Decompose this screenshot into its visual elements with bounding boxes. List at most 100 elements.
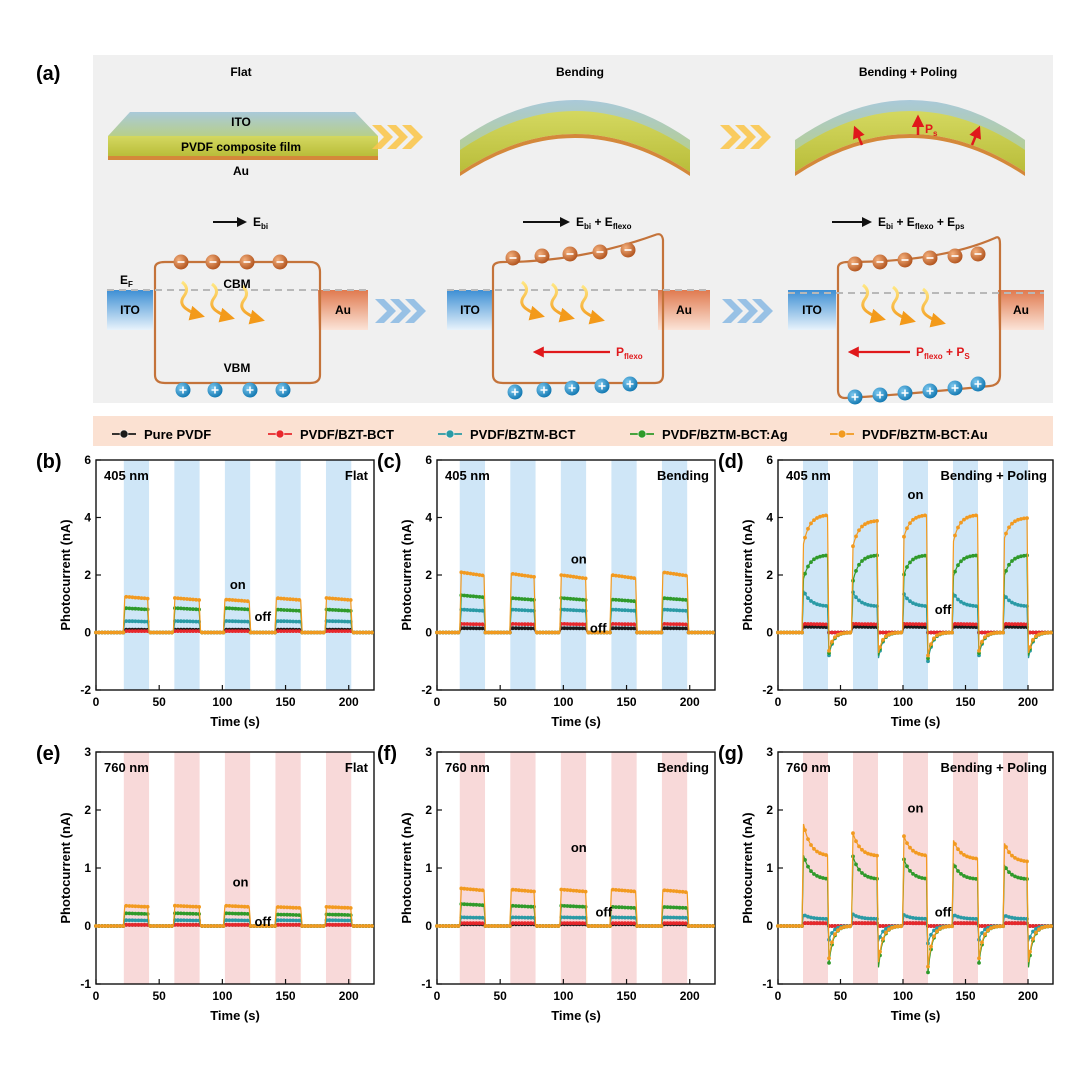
data-point	[574, 622, 579, 627]
illumination-band-3	[953, 460, 978, 690]
data-point	[447, 630, 451, 635]
data-point	[711, 924, 715, 928]
data-point	[586, 924, 591, 928]
data-point	[1034, 924, 1038, 928]
data-point	[680, 573, 685, 577]
data-point	[285, 619, 289, 624]
data-point	[336, 912, 341, 917]
data-point	[333, 629, 338, 633]
data-point	[459, 886, 464, 891]
data-point	[956, 622, 960, 626]
light-wave	[861, 283, 886, 324]
data-point	[279, 607, 283, 612]
data-point	[794, 630, 798, 635]
data-point	[791, 924, 795, 928]
data-point	[878, 630, 882, 635]
data-point	[465, 902, 470, 907]
data-point	[959, 872, 963, 876]
x-tick-label: 50	[494, 695, 508, 709]
data-point	[221, 924, 226, 928]
data-point	[288, 905, 292, 910]
data-point	[908, 622, 912, 626]
data-point	[297, 923, 302, 927]
data-point	[480, 888, 485, 893]
data-point	[614, 622, 618, 626]
data-point	[127, 911, 132, 916]
data-point	[623, 905, 627, 910]
data-point	[959, 625, 963, 629]
data-point	[544, 630, 549, 635]
hole-plus	[179, 386, 187, 394]
data-point	[480, 903, 485, 908]
data-point	[263, 630, 268, 635]
data-point	[872, 853, 876, 858]
data-point	[875, 519, 879, 523]
data-point	[812, 872, 816, 876]
data-point	[815, 625, 819, 629]
data-point	[803, 913, 807, 918]
data-point	[1004, 622, 1008, 626]
data-point	[983, 924, 987, 928]
data-point	[923, 625, 927, 629]
data-point	[812, 557, 816, 562]
data-point	[517, 921, 521, 926]
data-point	[300, 924, 305, 928]
data-point	[665, 571, 670, 575]
data-point	[306, 924, 311, 928]
data-point	[565, 888, 570, 892]
ito-film-label: ITO	[231, 115, 251, 129]
data-point	[659, 924, 664, 928]
data-point	[330, 596, 335, 601]
data-point	[504, 924, 509, 928]
x-tick-label: 50	[834, 695, 848, 709]
data-point	[809, 599, 813, 603]
data-point	[668, 921, 673, 926]
bent-pvdf	[460, 111, 690, 172]
data-point	[242, 619, 247, 624]
data-point	[188, 923, 192, 927]
data-point	[956, 869, 960, 873]
data-point	[953, 842, 957, 846]
data-point	[224, 629, 229, 633]
data-point	[245, 607, 250, 612]
data-point	[160, 630, 165, 635]
data-point	[824, 625, 828, 629]
data-point	[824, 513, 828, 518]
data-point	[239, 918, 244, 923]
data-point	[224, 922, 229, 927]
data-point	[565, 622, 570, 626]
data-point	[224, 911, 229, 916]
data-point	[920, 921, 924, 926]
ebi-label: Ebi + Eflexo	[576, 215, 632, 231]
data-point	[1022, 516, 1026, 521]
flat-film: ITO PVDF composite film Au	[108, 112, 378, 178]
data-point	[179, 629, 183, 633]
data-point	[917, 921, 921, 926]
data-point	[312, 924, 317, 928]
data-point	[908, 915, 912, 920]
data-point	[242, 911, 247, 916]
data-point	[465, 571, 470, 576]
data-point	[905, 565, 909, 569]
data-point	[881, 929, 885, 934]
bottom-left-chevron-1	[390, 299, 411, 323]
data-point	[127, 606, 132, 611]
data-point	[510, 572, 515, 576]
data-point	[330, 608, 335, 612]
data-point	[956, 914, 960, 919]
data-point	[614, 573, 618, 578]
data-point	[917, 852, 921, 856]
data-point	[288, 923, 292, 927]
data-point	[333, 608, 338, 612]
data-point	[875, 853, 879, 858]
data-point	[614, 597, 618, 602]
data-point	[887, 632, 891, 637]
data-point	[995, 924, 999, 929]
data-point	[133, 911, 138, 916]
data-point	[1019, 916, 1023, 921]
data-point	[188, 607, 192, 611]
data-point	[191, 923, 195, 927]
data-point	[523, 921, 527, 926]
data-point	[626, 626, 630, 631]
